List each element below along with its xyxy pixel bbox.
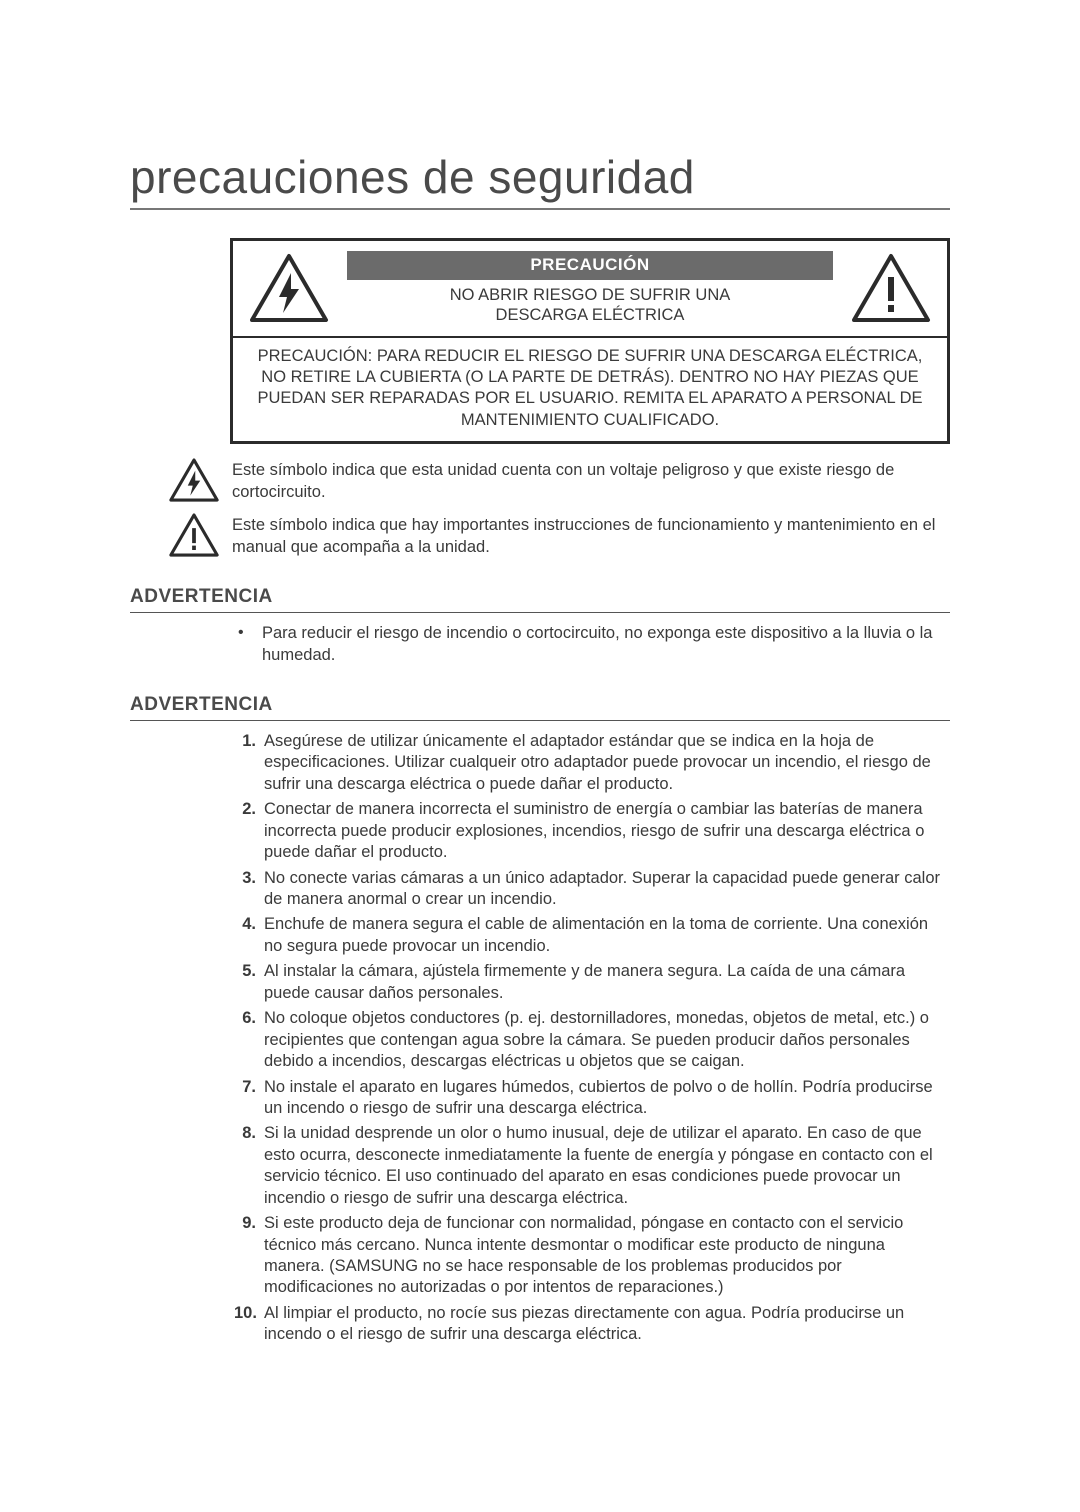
warning1-list: Para reducir el riesgo de incendio o cor… [234,623,950,666]
list-item: Si este producto deja de funcionar con n… [234,1213,950,1299]
caution-block-text: PRECAUCIÓN: PARA REDUCIR EL RIESGO DE SU… [233,338,947,442]
list-item: Asegúrese de utilizar únicamente el adap… [234,731,950,795]
exclamation-triangle-icon [851,253,931,323]
caution-mid: PRECAUCIÓN NO ABRIR RIESGO DE SUFRIR UNA… [345,241,835,336]
page-title: precauciones de seguridad [130,150,950,210]
list-item: Al instalar la cámara, ajústela firmemen… [234,961,950,1004]
list-item: No coloque objetos conductores (p. ej. d… [234,1008,950,1072]
list-item: Si la unidad desprende un olor o humo in… [234,1123,950,1209]
symbol-row-bolt: Este símbolo indica que esta unidad cuen… [164,458,950,503]
warning2-rule [130,720,950,721]
caution-line-2: DESCARGA ELÉCTRICA [349,306,831,326]
warning2-list: Asegúrese de utilizar únicamente el adap… [234,731,950,1346]
exclamation-triangle-small-icon [164,513,224,557]
symbol-bolt-text: Este símbolo indica que esta unidad cuen… [224,458,950,503]
lightning-triangle-icon [249,253,329,323]
list-item: Al limpiar el producto, no rocíe sus pie… [234,1303,950,1346]
warning1-rule [130,612,950,613]
caution-box-top-row: PRECAUCIÓN NO ABRIR RIESGO DE SUFRIR UNA… [233,241,947,338]
list-item: No instale el aparato en lugares húmedos… [234,1077,950,1120]
symbol-excl-text: Este símbolo indica que hay importantes … [224,513,950,558]
warning2-heading: ADVERTENCIA [130,694,950,716]
list-item: Conectar de manera incorrecta el suminis… [234,799,950,863]
caution-line-1: NO ABRIR RIESGO DE SUFRIR UNA [349,286,831,306]
list-item: Enchufe de manera segura el cable de ali… [234,914,950,957]
list-item: No conecte varias cámaras a un único ada… [234,868,950,911]
caution-box: PRECAUCIÓN NO ABRIR RIESGO DE SUFRIR UNA… [230,238,950,444]
symbol-row-excl: Este símbolo indica que hay importantes … [164,513,950,558]
document-page: precauciones de seguridad PRECAUCIÓN NO … [0,0,1080,1512]
precaucion-band: PRECAUCIÓN [347,251,833,280]
exclamation-triangle-cell [835,241,947,336]
warning1-heading: ADVERTENCIA [130,586,950,608]
warning1-item: Para reducir el riesgo de incendio o cor… [234,623,950,666]
lightning-triangle-cell [233,241,345,336]
lightning-triangle-small-icon [164,458,224,502]
